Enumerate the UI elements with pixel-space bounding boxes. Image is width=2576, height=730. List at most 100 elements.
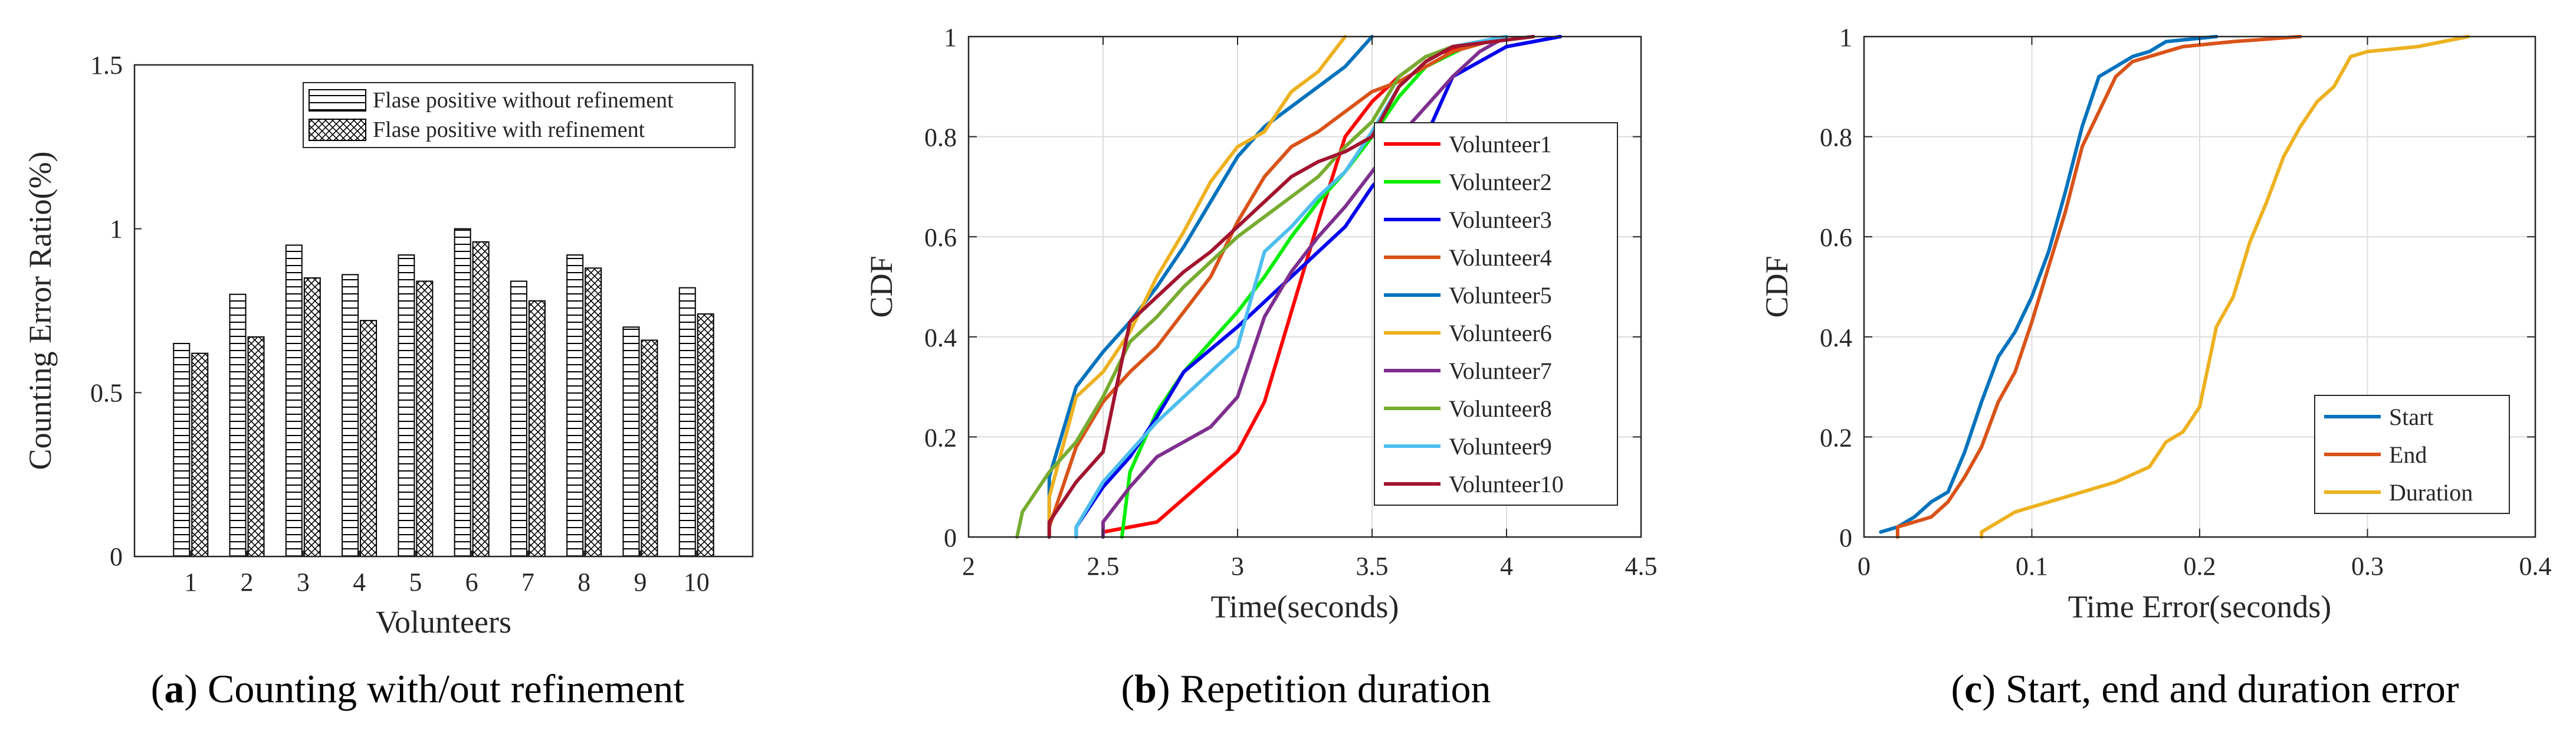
caption-paren-open: ( [1121, 666, 1134, 711]
caption-paren-close: ) [184, 666, 198, 711]
caption-b: (b) Repetition duration [1121, 666, 1491, 711]
legend-label: Start [2389, 404, 2434, 430]
bar-with-refinement-5 [416, 280, 434, 557]
x-tick-label: 4 [353, 568, 366, 597]
bar-with-refinement-6 [472, 241, 490, 557]
bar-with-refinement-7 [528, 300, 546, 557]
legend-box-a [303, 82, 736, 148]
caption-text: Repetition duration [1170, 666, 1491, 711]
legend-label: Volunteer4 [1449, 244, 1552, 271]
bar-with-refinement-10 [697, 313, 714, 557]
legend-label: Volunteer9 [1449, 433, 1552, 460]
bar-with-refinement-8 [585, 267, 602, 557]
legend-swatch [309, 119, 366, 141]
caption-letter: a [164, 666, 184, 711]
legend-label: Volunteer8 [1449, 395, 1552, 422]
y-tick-label: 0.8 [1820, 123, 1852, 152]
chart-counting-error: 1 2 3 4 5 6 7 8 9 10 0 0.5 1 1.5 Volunteers Counting Er… [22, 51, 754, 640]
bar-with-refinement-4 [360, 320, 378, 557]
series-line-volunteer5 [1047, 35, 1374, 539]
axes-box-a [133, 64, 754, 558]
bar-without-refinement-5 [398, 254, 415, 557]
series-line-volunteer3 [1074, 35, 1563, 539]
caption-text: Counting with/out refinement [198, 666, 684, 711]
axes-box [967, 35, 1642, 538]
legend-label: Flase positive without refinement [373, 88, 674, 113]
x-tick-label: 6 [465, 568, 478, 597]
bar-without-refinement-1 [173, 343, 191, 557]
x-tick-label: 3 [297, 568, 310, 597]
legend-label: End [2389, 441, 2427, 468]
bar-without-refinement-10 [678, 287, 696, 557]
legend-label: Volunteer7 [1449, 358, 1552, 384]
bar-without-refinement-4 [342, 274, 359, 557]
bar-without-refinement-3 [285, 244, 303, 557]
x-tick-label: 4.5 [1625, 552, 1658, 581]
bar-without-refinement-6 [454, 228, 471, 557]
y-tick-label: 0.2 [924, 423, 957, 452]
legend-swatch [309, 89, 366, 112]
series-line-start [1879, 35, 2219, 534]
series-line-duration [1980, 35, 2470, 539]
series-line-volunteer4 [1047, 35, 1508, 539]
bar-without-refinement-7 [510, 280, 527, 557]
x-tick-label: 2.5 [1087, 552, 1120, 581]
caption-paren-close: ) [1982, 666, 1996, 711]
x-tick-label: 7 [521, 568, 534, 597]
captions: (a) Counting with/out refinement (b) Repe… [151, 666, 2459, 711]
caption-c: (c) Start, end and duration error [1951, 666, 2459, 711]
axes-box [1863, 35, 2536, 538]
y-tick-label: 0.6 [924, 223, 957, 252]
x-tick-label: 2 [241, 568, 254, 597]
y-tick-label: 1 [1839, 23, 1852, 52]
x-tick-label: 1 [184, 568, 197, 597]
x-tick-label: 0.1 [2016, 552, 2048, 581]
y-axis-title: Counting Error Ratio(%) [22, 152, 58, 470]
caption-letter: c [1964, 666, 1982, 711]
x-axis-title: Time(seconds) [1211, 589, 1399, 624]
x-tick-label: 0.3 [2351, 552, 2384, 581]
legend-label: Volunteer1 [1449, 131, 1552, 158]
x-axis-title: Volunteers [376, 604, 511, 640]
x-tick-label: 8 [577, 568, 590, 597]
x-tick-label: 0.2 [2184, 552, 2216, 581]
series-line-end [1895, 35, 2302, 539]
series-line-volunteer7 [1101, 35, 1508, 539]
chart-repetition-duration: 2 2.5 3 3.5 4 4.5 0 0.2 0.4 0.6 0.8 1 Time(seconds) C… [864, 23, 1658, 624]
y-tick-label: 0.2 [1820, 423, 1852, 452]
x-tick-label: 2 [962, 552, 975, 581]
y-tick-label: 0.5 [90, 378, 123, 407]
x-tick-label: 3 [1231, 552, 1244, 581]
x-tick-label: 3.5 [1356, 552, 1389, 581]
y-axis-title: CDF [864, 256, 899, 317]
y-tick-label: 0 [944, 523, 957, 552]
chart-time-error: 0 0.1 0.2 0.3 0.4 0 0.2 0.4 0.6 0.8 1 Time Error(se… [1759, 23, 2552, 624]
caption-letter: b [1134, 666, 1157, 711]
caption-paren-open: ( [1951, 666, 1964, 711]
x-axis-title: Time Error(seconds) [2068, 589, 2331, 624]
caption-text: Start, end and duration error [1996, 666, 2459, 711]
y-tick-label: 0.8 [924, 123, 957, 152]
legend-label: Volunteer2 [1449, 169, 1552, 195]
bar-without-refinement-2 [229, 293, 247, 557]
y-tick-label: 1.5 [90, 51, 123, 80]
bar-with-refinement-3 [303, 277, 321, 557]
y-tick-label: 0 [1839, 523, 1852, 552]
legend-label: Volunteer6 [1449, 320, 1552, 346]
x-tick-label: 9 [634, 568, 647, 597]
legend-label: Volunteer5 [1449, 282, 1552, 309]
caption-paren-close: ) [1157, 666, 1170, 711]
bar-without-refinement-8 [566, 254, 584, 557]
x-tick-label: 10 [684, 568, 710, 597]
x-tick-label: 4 [1500, 552, 1513, 581]
y-tick-label: 1 [110, 215, 123, 244]
y-axis-title: CDF [1759, 256, 1794, 317]
bar-without-refinement-9 [622, 326, 640, 557]
caption-a: (a) Counting with/out refinement [151, 666, 685, 711]
y-tick-label: 1 [944, 23, 957, 52]
series-line-volunteer8 [1015, 35, 1508, 539]
series-line-volunteer10 [1047, 35, 1535, 539]
legend-label: Volunteer3 [1449, 207, 1552, 233]
legend-label: Duration [2389, 479, 2473, 506]
